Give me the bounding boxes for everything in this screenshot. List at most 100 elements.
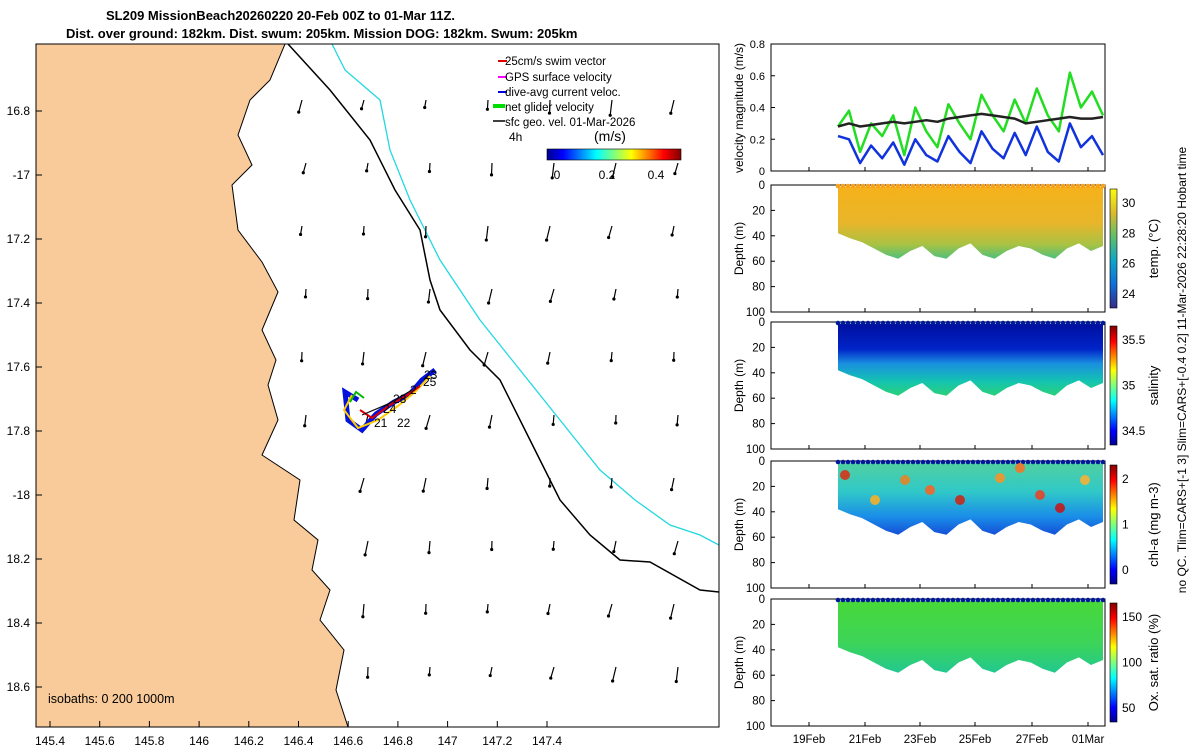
depth-y-tick-label: 0 xyxy=(759,317,765,329)
map-x-tick-label: 145.8 xyxy=(134,734,164,748)
salinity-colorbar-label: salinity xyxy=(1146,365,1161,405)
surface-sample xyxy=(1050,459,1056,465)
chl-patch xyxy=(840,470,850,480)
geo-vector-head xyxy=(669,616,673,620)
surface-sample xyxy=(910,320,916,326)
surface-sample xyxy=(845,320,851,326)
geo-vector xyxy=(673,540,679,554)
geo-vector-head xyxy=(298,232,303,237)
geo-vector xyxy=(546,225,551,241)
geo-vector-head xyxy=(359,107,364,111)
surface-sample xyxy=(1030,597,1036,603)
geo-vector xyxy=(428,540,431,553)
surface-sample xyxy=(905,183,911,189)
surface-sample xyxy=(985,183,991,189)
map-x-tick-label: 146.2 xyxy=(234,734,264,748)
surface-sample xyxy=(930,183,936,189)
figure-title-line2: Dist. over ground: 182km. Dist. swum: 20… xyxy=(66,26,578,41)
surface-sample xyxy=(1015,597,1021,603)
depth-y-tick-label: 80 xyxy=(752,419,765,431)
depth-y-label: Depth (m) xyxy=(732,636,746,689)
geo-vector xyxy=(362,603,365,617)
surface-sample xyxy=(920,597,926,603)
depth-y-tick-label: 40 xyxy=(752,231,765,243)
map-y-tick-label: -17 xyxy=(13,168,31,182)
track-day-labels: 23 25 2 28 24 21 22 xyxy=(374,368,438,430)
depth-y-tick-label: 0 xyxy=(759,180,765,192)
surface-sample xyxy=(995,183,1001,189)
velocity-y-tick-label: 0.4 xyxy=(750,103,765,115)
surface-sample xyxy=(960,459,966,465)
velocity-y-tick-label: 0 xyxy=(759,166,765,178)
surface-sample xyxy=(1020,183,1026,189)
surface-sample xyxy=(955,320,961,326)
surface-sample xyxy=(1075,597,1081,603)
surface-sample xyxy=(935,183,941,189)
surface-sample xyxy=(840,320,846,326)
surface-sample xyxy=(925,597,931,603)
surface-sample xyxy=(850,459,856,465)
colorbar-tick-label: 2 xyxy=(1122,472,1129,486)
surface-sample xyxy=(845,183,851,189)
surface-sample xyxy=(875,183,881,189)
surface-sample xyxy=(1020,320,1026,326)
surface-sample xyxy=(870,183,876,189)
geo-vector xyxy=(670,477,675,490)
surface-sample xyxy=(840,459,846,465)
surface-sample xyxy=(900,183,906,189)
surface-sample xyxy=(975,320,981,326)
geo-vector-head xyxy=(427,550,431,555)
geo-vector xyxy=(548,99,551,114)
surface-sample xyxy=(1005,459,1011,465)
surface-sample xyxy=(1055,459,1061,465)
temperature-colorbar xyxy=(1109,188,1118,309)
legend-item-swim: 25cm/s swim vector xyxy=(498,56,606,68)
geo-vector xyxy=(670,99,675,114)
geo-vector xyxy=(304,414,307,426)
surface-sample xyxy=(1090,459,1096,465)
figure-title-line1: SL209 MissionBeach20260220 20-Feb 00Z to… xyxy=(106,8,456,23)
colorbar-tick-label: 150 xyxy=(1122,610,1142,624)
surface-sample xyxy=(910,183,916,189)
surface-sample xyxy=(1060,183,1066,189)
map-x-tick-label: 146.4 xyxy=(283,734,313,748)
geo-vector-head xyxy=(487,425,492,429)
colorbar-tick-label: 1 xyxy=(1122,518,1129,532)
surface-sample xyxy=(945,183,951,189)
depth-y-tick-label: 20 xyxy=(752,342,765,354)
surface-sample xyxy=(1010,183,1016,189)
geo-vector-head xyxy=(612,297,616,301)
geo-vector-head xyxy=(489,173,494,177)
depth-y-tick-label: 80 xyxy=(752,696,765,708)
surface-sample xyxy=(835,320,841,326)
geo-vector-head xyxy=(361,615,365,619)
surface-sample xyxy=(1075,183,1081,189)
surface-sample xyxy=(990,183,996,189)
surface-sample xyxy=(1095,597,1101,603)
surface-sample xyxy=(950,597,956,603)
map-y-tick-label: 17.2 xyxy=(7,232,31,246)
surface-sample xyxy=(1010,597,1016,603)
surface-sample xyxy=(1070,320,1076,326)
surface-sample xyxy=(990,320,996,326)
salinity-panel: 0 20 40 60 80 100 Depth (m) 35.5 35 34.5 salinity xyxy=(732,317,1161,456)
surface-sample xyxy=(995,459,1001,465)
surface-sample xyxy=(855,459,861,465)
temperature-section xyxy=(838,187,1103,259)
map-y-tick-label: 17.6 xyxy=(7,360,31,374)
surface-sample xyxy=(995,597,1001,603)
surface-sample xyxy=(845,597,851,603)
geo-vector-head xyxy=(670,233,674,237)
surface-sample xyxy=(835,597,841,603)
velocity-y-label: velocity magnitude (m/s) xyxy=(732,43,746,173)
geo-vector xyxy=(613,288,617,300)
chl-patch xyxy=(900,475,910,485)
surface-sample xyxy=(980,320,986,326)
depth-y-label: Depth (m) xyxy=(732,222,746,275)
geo-vector-head xyxy=(421,489,425,493)
surface-sample xyxy=(910,597,916,603)
surface-sample xyxy=(990,459,996,465)
surface-sample xyxy=(1085,597,1091,603)
surface-sample xyxy=(1100,597,1106,603)
surface-sample xyxy=(940,320,946,326)
